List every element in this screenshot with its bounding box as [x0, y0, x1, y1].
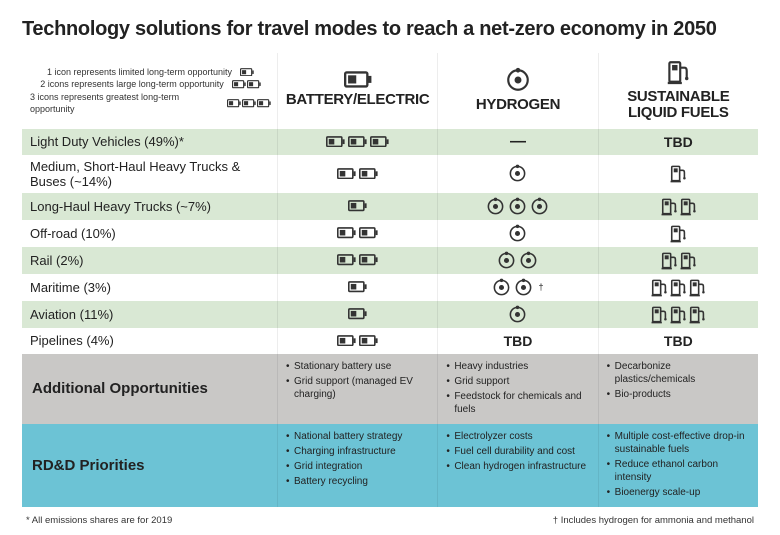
bullet-item: Battery recycling — [286, 475, 402, 488]
bullet-item: Stationary battery use — [286, 360, 429, 373]
bullet-item: Feedstock for chemicals and fuels — [446, 390, 589, 416]
section-battery: Stationary battery use Grid support (mana… — [277, 354, 437, 424]
battery-cell — [277, 193, 437, 220]
row-label: Light Duty Vehicles (49%)* — [22, 129, 277, 155]
bullet-item: Decarbonize plastics/chemicals — [607, 360, 750, 386]
bullet-item: Bioenergy scale-up — [607, 486, 750, 499]
section-battery: National battery strategy Charging infras… — [277, 424, 437, 507]
row-label: Medium, Short-Haul Heavy Trucks & Buses … — [22, 155, 277, 193]
bullet-item: Charging infrastructure — [286, 445, 402, 458]
fuels-cell — [598, 247, 758, 274]
col-label-battery: BATTERY/ELECTRIC — [286, 92, 430, 108]
bullet-item: Multiple cost-effective drop-in sustaina… — [607, 430, 750, 456]
footnotes: * All emissions shares are for 2019 † In… — [22, 515, 758, 526]
hydrogen-cell — [437, 301, 597, 328]
hydrogen-header-icon — [505, 67, 531, 93]
bullet-item: Heavy industries — [446, 360, 589, 373]
legend-text-2: 2 icons represents large long-term oppor… — [40, 78, 224, 91]
fuels-header-icon — [667, 59, 689, 85]
row-label: Maritime (3%) — [22, 274, 277, 301]
hydrogen-cell: TBD — [437, 328, 597, 354]
col-label-hydrogen: HYDROGEN — [476, 97, 560, 113]
section-hydrogen: Electrolyzer costs Fuel cell durability a… — [437, 424, 597, 507]
bullet-item: Grid support (managed EV charging) — [286, 375, 429, 401]
col-header-hydrogen: HYDROGEN — [437, 53, 597, 129]
battery-cell — [277, 328, 437, 354]
fuels-cell: TBD — [598, 129, 758, 155]
bullet-item: Grid support — [446, 375, 589, 388]
section-fuels: Decarbonize plastics/chemicals Bio-produc… — [598, 354, 758, 424]
fuels-cell — [598, 155, 758, 193]
battery-cell — [277, 220, 437, 247]
dagger: † — [538, 282, 543, 292]
col-label-fuels: SUSTAINABLE LIQUID FUELS — [603, 89, 754, 121]
battery-cell — [277, 155, 437, 193]
footnote-left: * All emissions shares are for 2019 — [26, 515, 172, 526]
row-label: Rail (2%) — [22, 247, 277, 274]
dash-icon: — — [510, 133, 526, 151]
fuels-cell — [598, 193, 758, 220]
bullet-item: Bio-products — [607, 388, 750, 401]
fuels-cell: TBD — [598, 328, 758, 354]
hydrogen-cell: — — [437, 129, 597, 155]
footnote-right: † Includes hydrogen for ammonia and meth… — [553, 515, 754, 526]
tech-table: 1 icon represents limited long-term oppo… — [22, 53, 758, 507]
hydrogen-cell — [437, 220, 597, 247]
fuels-cell — [598, 220, 758, 247]
section-hydrogen: Heavy industries Grid support Feedstock fo… — [437, 354, 597, 424]
bullet-item: Reduce ethanol carbon intensity — [607, 458, 750, 484]
page-title: Technology solutions for travel modes to… — [22, 18, 758, 41]
bullet-item: Electrolyzer costs — [446, 430, 586, 443]
battery-cell — [277, 247, 437, 274]
hydrogen-cell — [437, 155, 597, 193]
battery-cell — [277, 274, 437, 301]
fuels-cell — [598, 274, 758, 301]
row-label: Off-road (10%) — [22, 220, 277, 247]
battery-cell — [277, 301, 437, 328]
fuels-cell — [598, 301, 758, 328]
legend-text-1: 1 icon represents limited long-term oppo… — [47, 66, 232, 79]
col-header-battery: BATTERY/ELECTRIC — [277, 53, 437, 129]
hydrogen-cell — [437, 193, 597, 220]
battery-header-icon — [344, 71, 372, 88]
legend: 1 icon represents limited long-term oppo… — [22, 53, 277, 129]
bullet-item: Grid integration — [286, 460, 402, 473]
battery-cell — [277, 129, 437, 155]
legend-text-3: 3 icons represents greatest long-term op… — [30, 91, 219, 116]
col-header-fuels: SUSTAINABLE LIQUID FUELS — [598, 53, 758, 129]
section-label: Additional Opportunities — [22, 354, 277, 424]
section-fuels: Multiple cost-effective drop-in sustaina… — [598, 424, 758, 507]
row-label: Long-Haul Heavy Trucks (~7%) — [22, 193, 277, 220]
row-label: Aviation (11%) — [22, 301, 277, 328]
bullet-item: Fuel cell durability and cost — [446, 445, 586, 458]
hydrogen-cell — [437, 247, 597, 274]
section-label: RD&D Priorities — [22, 424, 277, 507]
bullet-item: Clean hydrogen infrastructure — [446, 460, 586, 473]
bullet-item: National battery strategy — [286, 430, 402, 443]
row-label: Pipelines (4%) — [22, 328, 277, 354]
hydrogen-cell: † — [437, 274, 597, 301]
